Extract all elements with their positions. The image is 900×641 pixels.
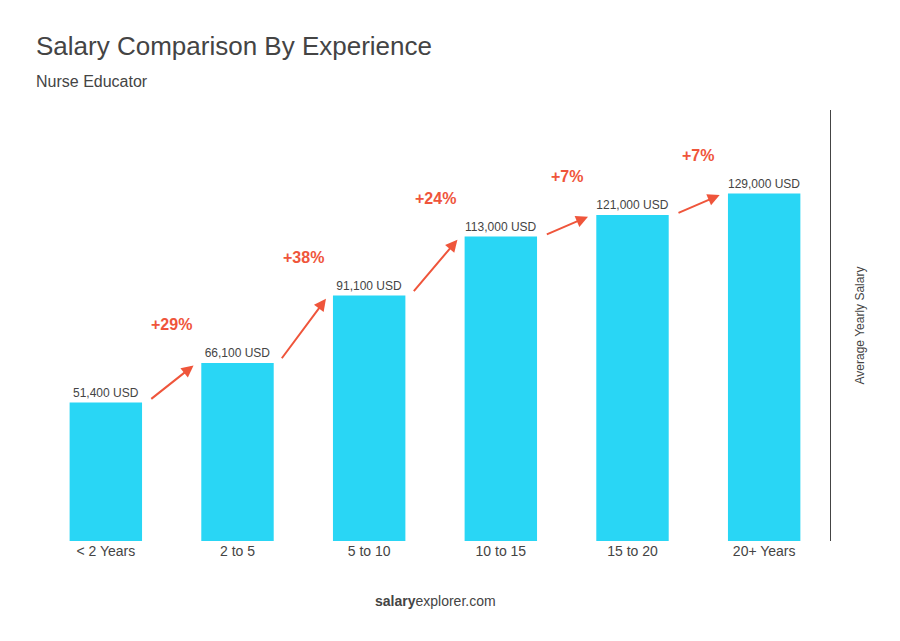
- svg-text:66,100 USD: 66,100 USD: [205, 346, 271, 360]
- svg-text:+7%: +7%: [551, 168, 583, 185]
- svg-text:+29%: +29%: [151, 316, 192, 333]
- svg-text:salaryexplorer.com: salaryexplorer.com: [375, 593, 496, 609]
- svg-text:20+ Years: 20+ Years: [733, 543, 796, 559]
- svg-text:Nurse Educator: Nurse Educator: [36, 73, 148, 90]
- svg-text:113,000 USD: 113,000 USD: [465, 220, 536, 234]
- svg-text:+38%: +38%: [283, 249, 324, 266]
- svg-text:< 2 Years: < 2 Years: [76, 543, 135, 559]
- svg-text:+24%: +24%: [415, 190, 456, 207]
- svg-text:2 to 5: 2 to 5: [220, 543, 255, 559]
- svg-text:Average Yearly Salary: Average Yearly Salary: [853, 267, 867, 385]
- svg-text:+7%: +7%: [682, 147, 714, 164]
- svg-text:121,000 USD: 121,000 USD: [596, 198, 668, 212]
- svg-text:51,400 USD: 51,400 USD: [73, 386, 139, 400]
- svg-text:15 to 20: 15 to 20: [607, 543, 658, 559]
- svg-text:5 to 10: 5 to 10: [348, 543, 391, 559]
- svg-text:Salary Comparison By Experienc: Salary Comparison By Experience: [36, 31, 432, 61]
- svg-text:10 to 15: 10 to 15: [476, 543, 527, 559]
- svg-text:129,000 USD: 129,000 USD: [728, 177, 800, 191]
- svg-text:91,100 USD: 91,100 USD: [336, 279, 402, 293]
